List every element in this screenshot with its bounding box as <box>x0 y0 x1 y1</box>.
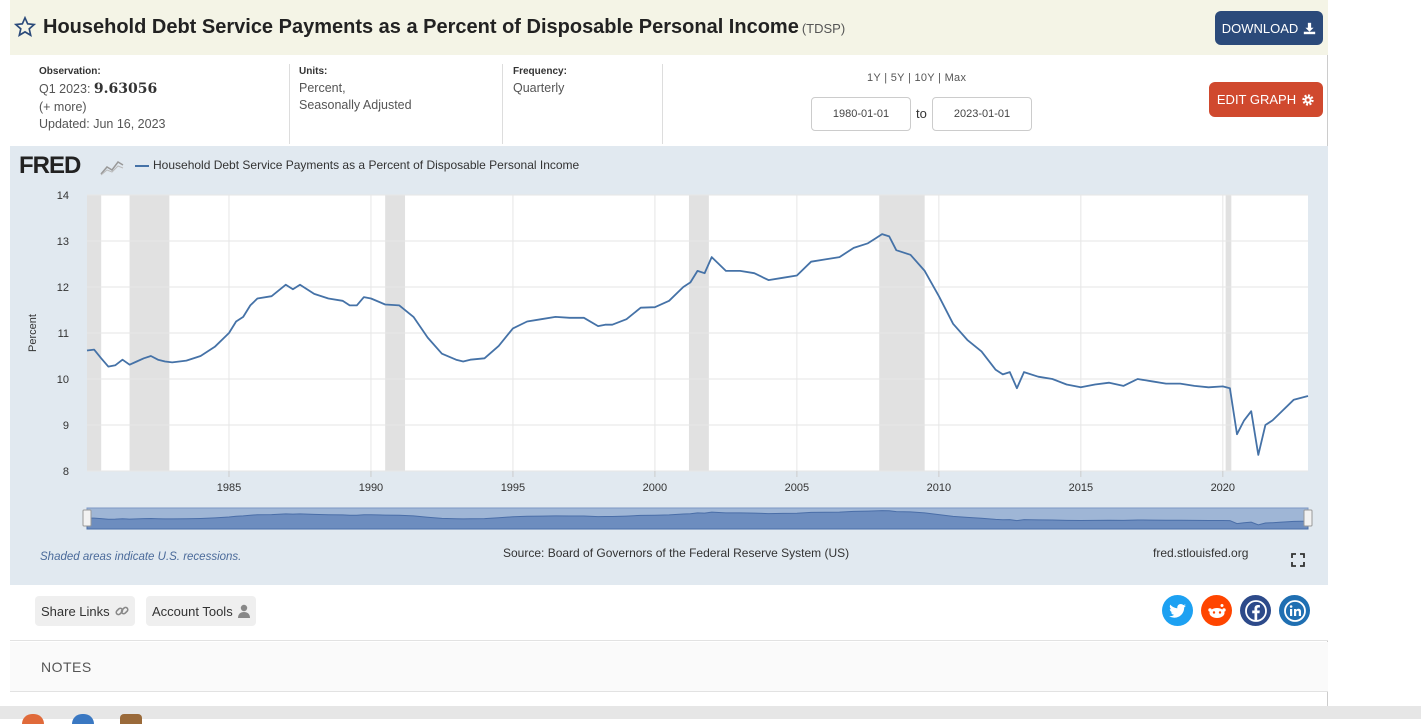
reddit-alien-glyph <box>1207 603 1226 618</box>
units-block: Units: Percent, Seasonally Adjusted <box>299 66 499 156</box>
facebook-icon[interactable] <box>1240 595 1271 626</box>
twitter-icon[interactable] <box>1162 595 1193 626</box>
observation-date: Q1 2023: <box>39 82 91 96</box>
line-chart[interactable]: 8 9 10 11 12 13 14 1985 1990 1995 2000 2005 2010 2015… <box>10 146 1328 585</box>
linkedin-icon[interactable] <box>1279 595 1310 626</box>
observation-value: 9.63056 <box>93 81 158 97</box>
frequency-value: Quarterly <box>513 81 565 95</box>
x-tick-label: 2015 <box>1069 482 1093 494</box>
navigator-handle <box>82 509 92 527</box>
site-link[interactable]: fred.stlouisfed.org <box>1153 546 1249 560</box>
share-links-label: Share Links <box>41 603 110 619</box>
download-icon <box>1304 22 1316 34</box>
divider <box>502 64 503 144</box>
x-tick-label: 1995 <box>501 482 525 494</box>
page-icon-1 <box>22 714 44 724</box>
fullscreen-icon[interactable] <box>1291 553 1305 567</box>
edit-graph-button[interactable]: EDIT GRAPH <box>1209 82 1323 117</box>
page: Household Debt Service Payments as a Per… <box>10 0 1328 719</box>
y-tick-label: 12 <box>57 282 69 294</box>
fred-logo: FRED <box>19 152 81 180</box>
edit-graph-label: EDIT GRAPH <box>1216 92 1297 107</box>
outer-margin <box>1328 0 1421 719</box>
x-tick-label: 1985 <box>217 482 241 494</box>
x-tick-label: 2000 <box>643 482 667 494</box>
navigator-series-area <box>86 510 1309 530</box>
series-header: Household Debt Service Payments as a Per… <box>10 0 1328 55</box>
twitter-bird-glyph <box>1169 603 1186 618</box>
start-date-input[interactable]: 1980-01-01 <box>811 97 911 131</box>
y-tick-label: 13 <box>57 236 69 248</box>
recession-note: Shaded areas indicate U.S. recessions. <box>40 551 242 563</box>
units-label: Units: <box>299 66 328 77</box>
units-line1: Percent, <box>299 81 346 95</box>
observation-label: Observation: <box>39 66 101 77</box>
y-tick-label: 8 <box>63 466 69 478</box>
x-tick-label: 2020 <box>1211 482 1235 494</box>
frequency-label: Frequency: <box>513 66 567 77</box>
page-icon-2 <box>72 714 94 724</box>
account-tools-label: Account Tools <box>152 603 233 619</box>
divider <box>289 64 290 144</box>
toolbar: Share Links Account Tools <box>10 585 1328 641</box>
facebook-glyph <box>1244 599 1267 622</box>
series-title: Household Debt Service Payments as a Per… <box>43 16 799 38</box>
range-selector[interactable]: 1Y | 5Y | 10Y | Max <box>867 72 967 84</box>
observation-block: Observation: Q1 2023: 9.63056 (+ more) U… <box>39 66 294 156</box>
account-tools-button[interactable]: Account Tools <box>146 596 256 626</box>
chart-area: FRED Household Debt Service Payments as … <box>10 146 1328 585</box>
fred-logo-graph-icon <box>100 161 124 176</box>
more-observations-link[interactable]: (+ more) <box>39 100 87 114</box>
series-code: (TDSP) <box>801 21 846 36</box>
updated-date: Updated: Jun 16, 2023 <box>39 117 166 131</box>
bottom-strip <box>0 706 1421 724</box>
frequency-block: Frequency: Quarterly <box>513 66 663 156</box>
y-tick-label: 14 <box>57 190 69 202</box>
series-line <box>86 233 1309 456</box>
fred-logo-text: FRED <box>19 152 81 179</box>
end-date-input[interactable]: 2023-01-01 <box>932 97 1032 131</box>
y-axis-label: Percent <box>27 314 39 352</box>
download-button[interactable]: DOWNLOAD <box>1215 11 1323 45</box>
page-icon-3 <box>120 714 142 724</box>
x-tick-label: 1990 <box>359 482 383 494</box>
reddit-icon[interactable] <box>1201 595 1232 626</box>
page-title: Household Debt Service Payments as a Per… <box>43 16 845 39</box>
observation-line: Q1 2023: 9.63056 <box>39 81 294 97</box>
navigator-handle <box>1303 509 1313 527</box>
legend-swatch <box>135 165 149 167</box>
y-tick-label: 11 <box>58 328 69 340</box>
to-label: to <box>916 106 927 121</box>
y-tick-label: 9 <box>63 420 69 432</box>
user-icon <box>237 604 250 618</box>
notes-section[interactable]: NOTES <box>10 642 1328 692</box>
share-links-button[interactable]: Share Links <box>35 596 135 626</box>
y-tick-label: 10 <box>57 374 69 386</box>
linkedin-glyph <box>1283 599 1306 622</box>
units-line2: Seasonally Adjusted <box>299 98 412 112</box>
divider <box>662 64 663 144</box>
link-icon <box>115 606 129 616</box>
legend-label: Household Debt Service Payments as a Per… <box>153 158 580 172</box>
download-label: DOWNLOAD <box>1221 20 1299 36</box>
star-icon[interactable] <box>14 16 36 38</box>
source-text: Source: Board of Governors of the Federa… <box>503 546 850 560</box>
x-tick-label: 2005 <box>785 482 809 494</box>
gear-icon <box>1302 93 1314 106</box>
notes-label: NOTES <box>41 659 92 675</box>
x-tick-label: 2010 <box>927 482 951 494</box>
